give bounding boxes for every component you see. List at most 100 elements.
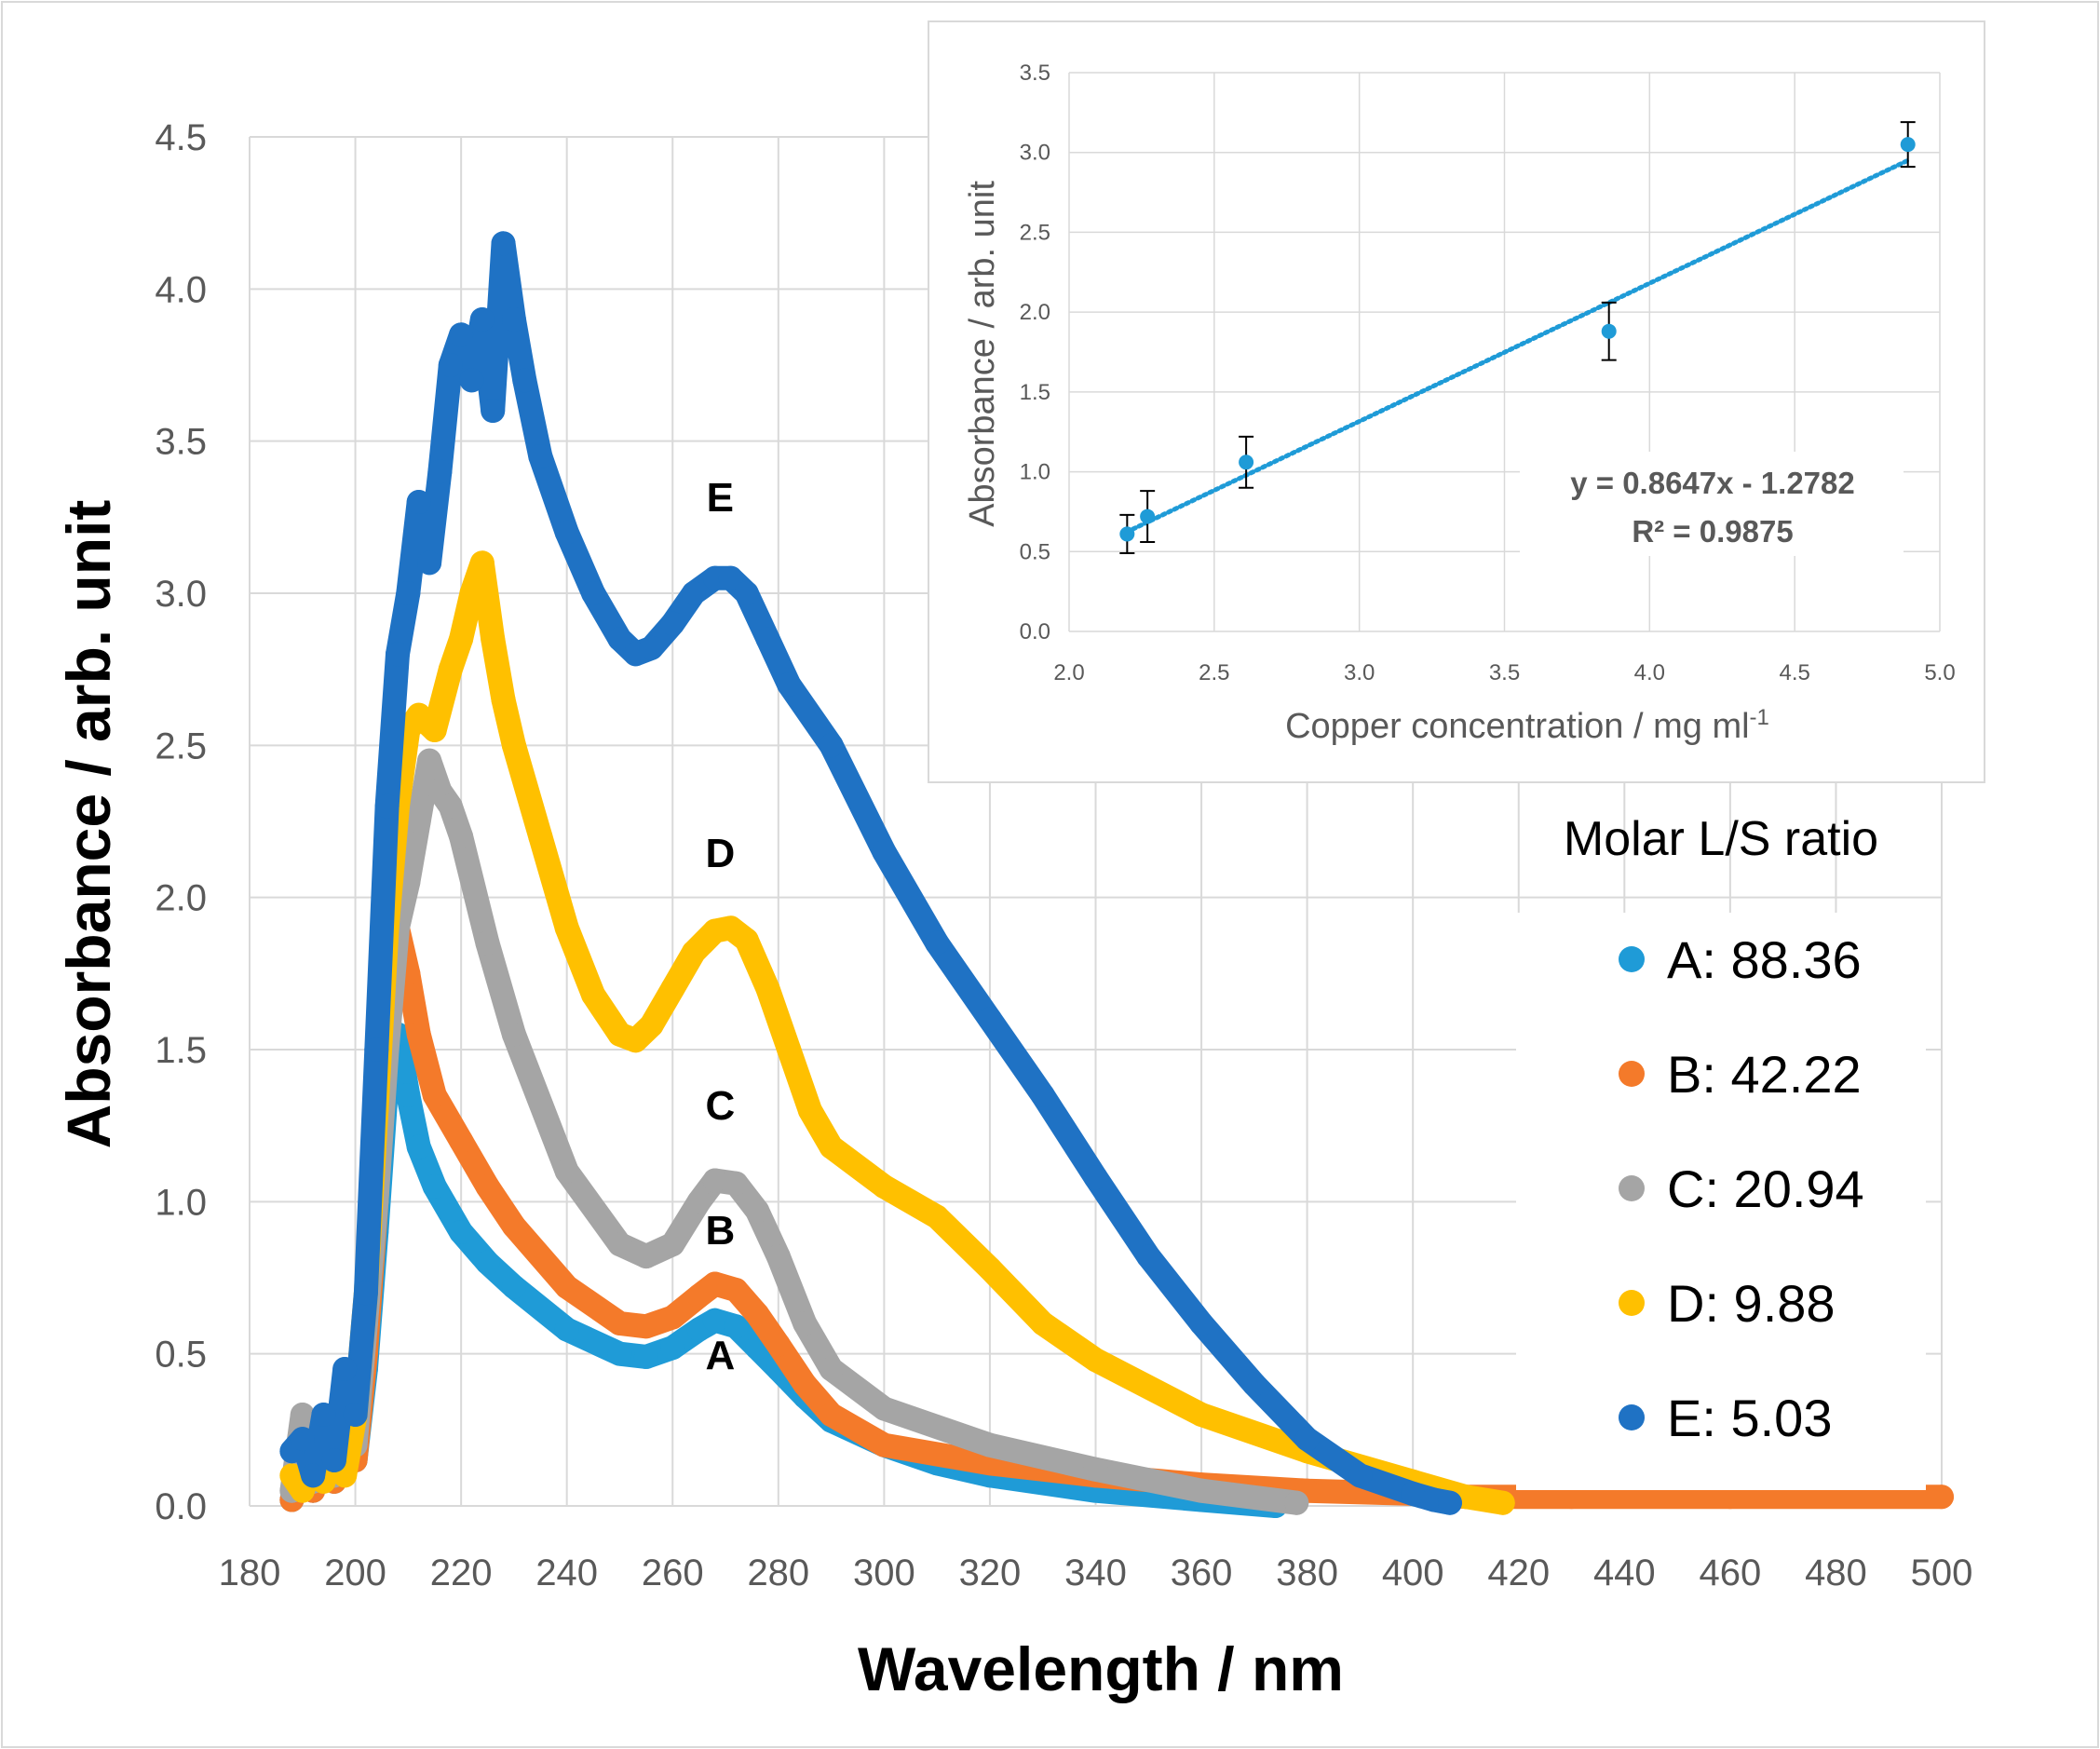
inset-y-tick-label: 2.5 — [1020, 220, 1050, 245]
series-D-point — [501, 733, 526, 758]
series-A-point — [501, 1274, 526, 1299]
series-E-point — [734, 581, 759, 605]
legend-label: E: 5.03 — [1667, 1389, 1832, 1447]
legend-entries: A: 88.36 B: 42.22 C: 20.94 D: 9.88 E: 5.03 — [1619, 930, 1864, 1447]
inset-point — [1140, 490, 1156, 543]
main-x-tick-label: 340 — [1064, 1552, 1127, 1593]
series-E-point — [396, 581, 421, 605]
main-y-tick-label: 2.0 — [155, 878, 207, 919]
series-B-point — [422, 1083, 447, 1107]
main-x-tick-label: 460 — [1700, 1552, 1762, 1593]
series-B-point — [475, 1174, 500, 1199]
inset-marker — [1900, 137, 1916, 153]
main-x-tick-label: 480 — [1805, 1552, 1867, 1593]
series-E-point — [1030, 1083, 1055, 1107]
series-B-point — [633, 1314, 658, 1339]
series-E-point — [1189, 1311, 1214, 1335]
legend-entry-B: B: 42.22 — [1619, 1045, 1862, 1104]
series-E-point — [417, 550, 442, 576]
main-x-tick-label: 320 — [959, 1552, 1022, 1593]
series-C-point — [872, 1396, 897, 1421]
series-C-point — [607, 1232, 632, 1257]
inset-marker — [1140, 508, 1156, 524]
main-x-tick-label: 500 — [1911, 1552, 1973, 1593]
main-y-tick-label: 4.5 — [155, 117, 207, 158]
inset-x-tick-labels: 2.0 2.5 3.0 3.5 4.0 4.5 5.0 — [1053, 660, 1955, 685]
series-B-point — [554, 1274, 579, 1299]
series-C-point — [1083, 1457, 1108, 1482]
series-A-point — [396, 1083, 421, 1107]
inset-y-tick-labels: 0.0 0.5 1.0 1.5 2.0 2.5 3.0 3.5 — [1020, 61, 1050, 644]
main-y-tick-label: 3.5 — [155, 422, 207, 463]
series-C-point — [819, 1357, 844, 1381]
series-D-point — [925, 1204, 950, 1229]
series-C-point — [554, 1159, 579, 1184]
legend-label: C: 20.94 — [1667, 1159, 1864, 1218]
series-E-point — [438, 353, 463, 377]
legend-background — [1516, 913, 1926, 1490]
series-E-point — [1241, 1372, 1267, 1397]
series-D-point — [554, 915, 579, 941]
series-C-point — [793, 1311, 818, 1335]
series-C-point — [475, 930, 500, 956]
main-series-group — [279, 231, 1954, 1518]
curve-label-D: D — [705, 831, 735, 876]
series-C-point — [660, 1232, 685, 1257]
legend-entry-C: C: 20.94 — [1619, 1159, 1864, 1218]
series-E-point — [449, 322, 474, 347]
series-E-point — [491, 231, 516, 256]
legend-label: A: 88.36 — [1667, 930, 1862, 989]
series-A-point — [702, 1308, 727, 1333]
series-B-point — [406, 1022, 431, 1047]
legend-entry-D: D: 9.88 — [1619, 1274, 1836, 1333]
series-B-point — [449, 1129, 474, 1153]
trendline-equation: y = 0.8647x - 1.2782 — [1570, 466, 1855, 500]
series-E-point — [501, 307, 526, 332]
legend-marker — [1619, 1061, 1645, 1087]
main-x-tick-label: 400 — [1382, 1552, 1444, 1593]
series-E-point — [427, 459, 453, 484]
series-D-point — [639, 1012, 664, 1037]
legend-label: B: 42.22 — [1667, 1045, 1862, 1104]
series-A-point — [406, 1134, 431, 1159]
inset-x-axis-label-superscript: -1 — [1750, 705, 1769, 730]
series-D-point — [481, 627, 506, 651]
series-A-point — [660, 1335, 685, 1361]
series-D-point — [528, 824, 553, 849]
legend-marker — [1619, 1404, 1645, 1430]
series-E-point — [1136, 1244, 1161, 1269]
legend-entry-A: A: 88.36 — [1619, 930, 1862, 989]
trendline-r-squared: R² = 0.9875 — [1632, 514, 1793, 549]
inset-point — [1900, 121, 1916, 169]
main-x-tick-labels: 180 200 220 240 260 280 300 320 340 360 380 400 420 4… — [219, 1552, 1973, 1593]
inset-points-group — [1119, 121, 1916, 554]
main-y-tick-label: 3.0 — [155, 574, 207, 615]
main-y-tick-labels: 0.0 0.5 1.0 1.5 2.0 2.5 3.0 3.5 4.0 4.5 — [155, 117, 207, 1527]
series-B-point — [765, 1332, 791, 1357]
series-B-point — [1717, 1485, 1742, 1510]
series-B-point — [724, 1278, 749, 1303]
legend-title: Molar L/S ratio — [1564, 812, 1878, 866]
series-B-point — [1930, 1485, 1954, 1510]
series-E-point — [364, 1037, 389, 1062]
legend-marker — [1619, 946, 1645, 972]
inset-y-tick-label: 3.5 — [1020, 61, 1050, 86]
series-E-point — [1401, 1481, 1426, 1506]
series-D-point — [797, 1098, 822, 1123]
main-y-tick-label: 0.5 — [155, 1335, 207, 1376]
inset-x-tick-label: 2.5 — [1199, 660, 1229, 685]
inset-chart: 2.0 2.5 3.0 3.5 4.0 4.5 5.0 0.0 0.5 1.0 1.5 2.0 2.5… — [928, 20, 1985, 783]
series-C-point — [290, 1403, 315, 1427]
main-x-tick-label: 360 — [1171, 1552, 1233, 1593]
main-y-tick-label: 2.5 — [155, 725, 207, 766]
series-C-point — [745, 1199, 770, 1224]
series-E-point — [718, 565, 743, 590]
series-B-point — [793, 1372, 818, 1397]
series-E-point — [528, 444, 553, 468]
inset-y-tick-label: 1.0 — [1020, 460, 1050, 485]
series-D-point — [469, 550, 495, 576]
inset-marker — [1239, 454, 1254, 470]
series-D-point — [459, 581, 484, 605]
series-A-point — [633, 1344, 658, 1369]
